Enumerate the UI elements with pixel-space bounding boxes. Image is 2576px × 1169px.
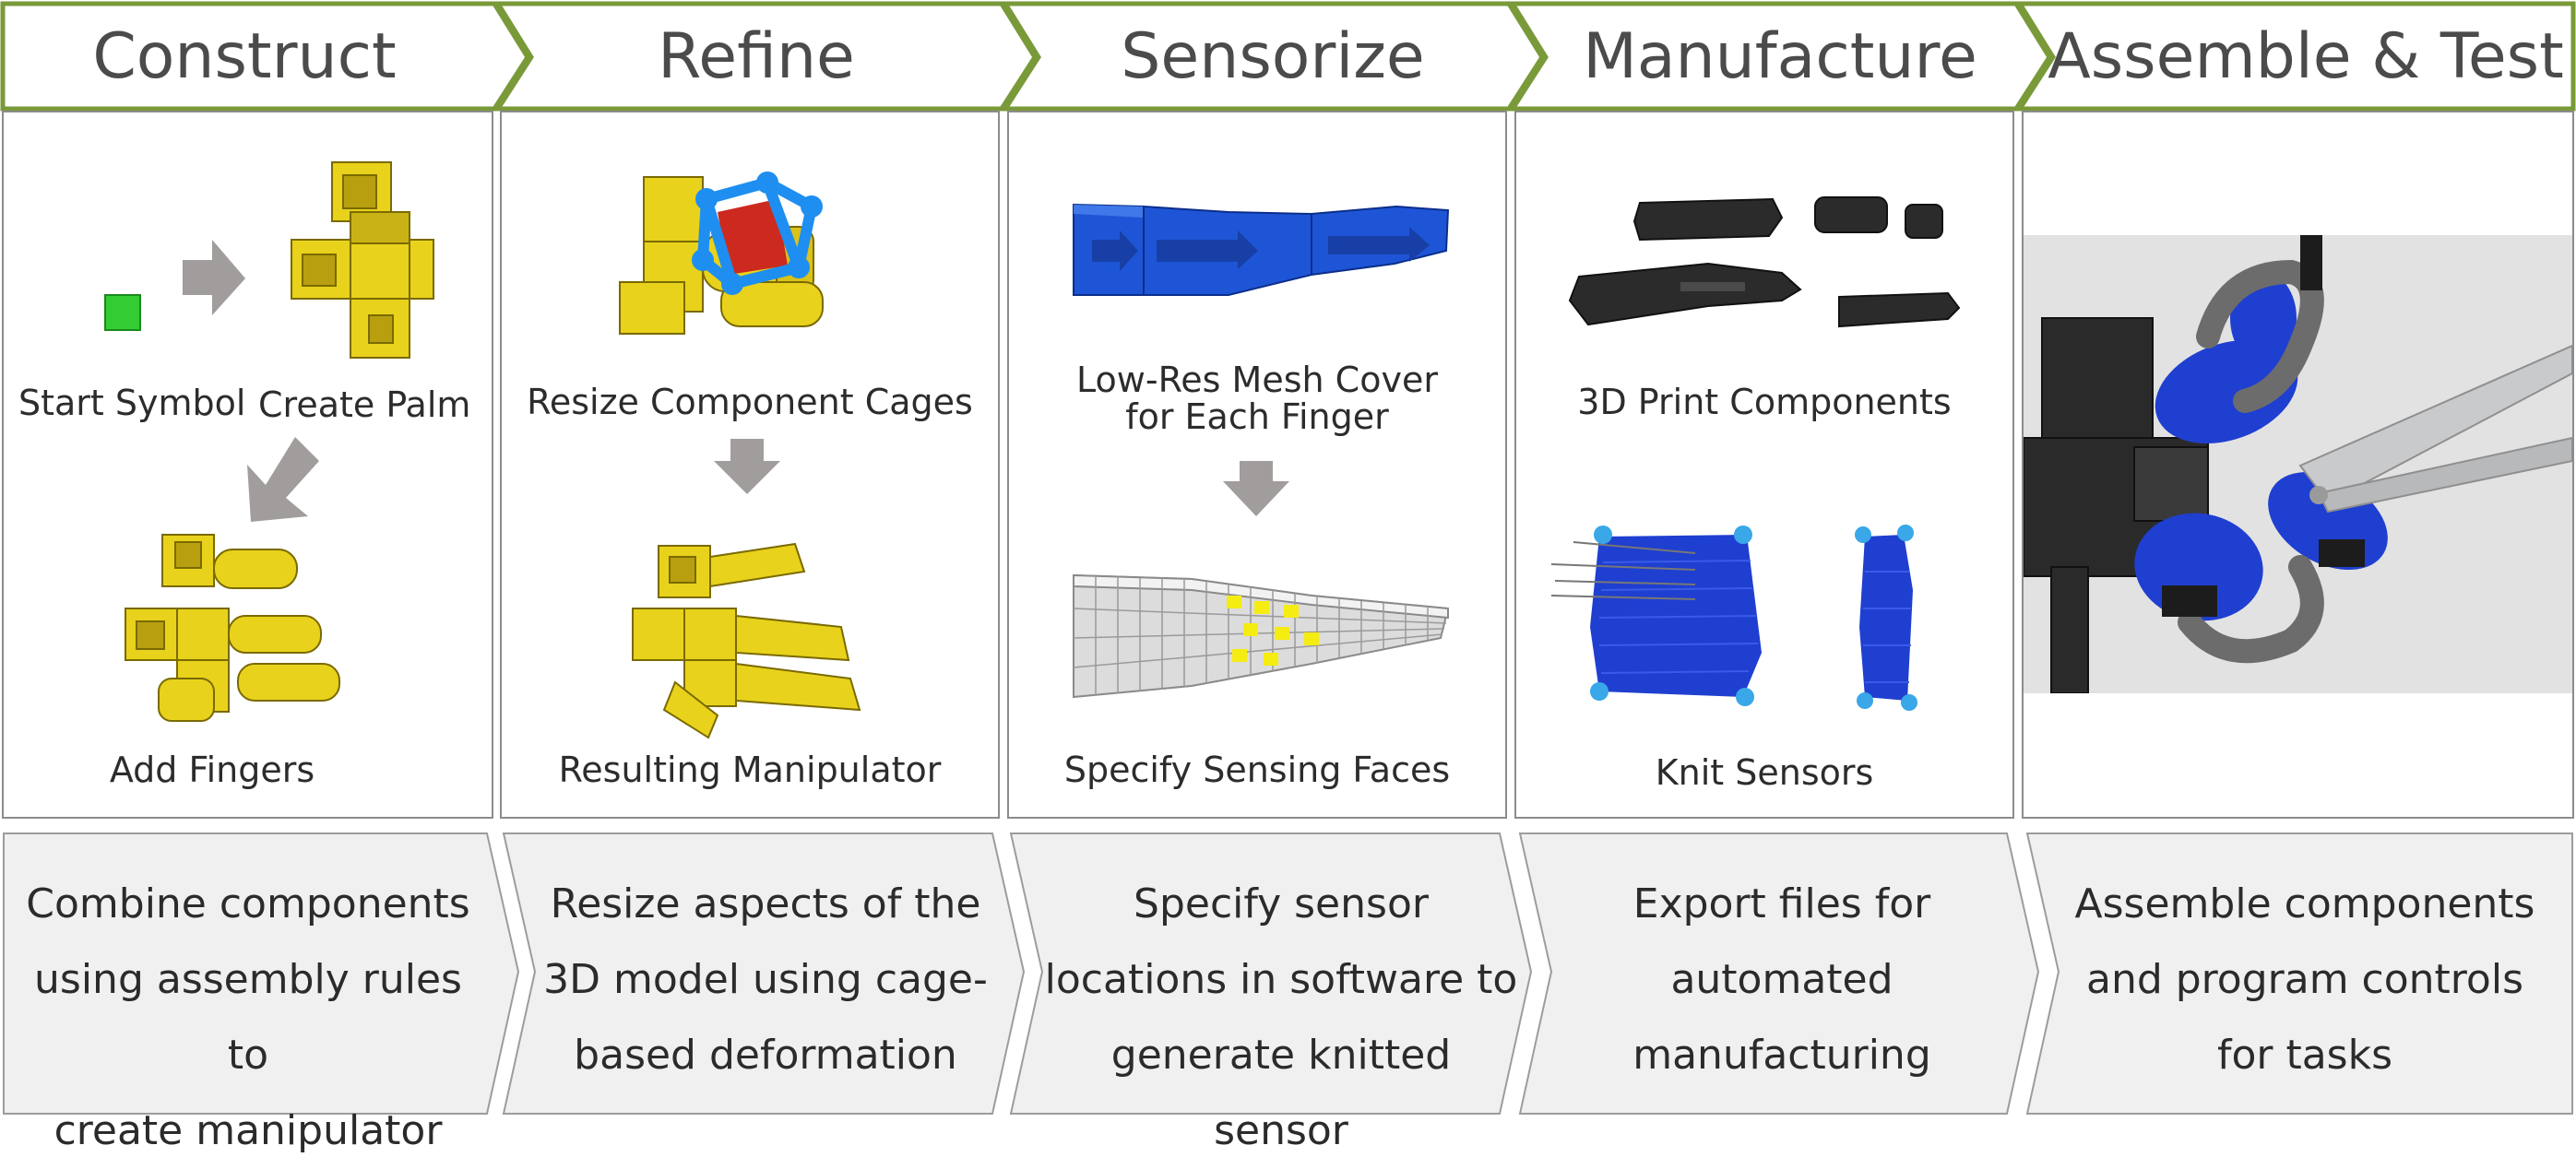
sensing-face-mesh [1073, 573, 1450, 699]
sensorize-illustrations [1073, 203, 1450, 699]
knit-sensor-small [1855, 525, 1917, 711]
assembled-gripper-photo [2024, 235, 2572, 693]
palm-model [291, 161, 434, 359]
caption-knit-sensors: Knit Sensors [1655, 752, 1874, 793]
blue-mesh-cover [1073, 203, 1450, 296]
arrow-right-icon [183, 240, 245, 315]
caption-create-palm: Create Palm [258, 384, 471, 425]
caption-resulting-manipulator: Resulting Manipulator [558, 750, 942, 790]
description-assemble-line2: and program controls [2085, 956, 2523, 1003]
scissor-blade-2 [2317, 436, 2572, 514]
description-manufacture-line1: Export files for [1632, 880, 1931, 927]
step-title-construct: Construct [92, 20, 397, 93]
header-chevron-manufacture [1508, 1, 2052, 112]
description-manufacture: Export files for automated manufacturing [1551, 867, 2012, 1088]
header-chevron-construct [0, 1, 530, 112]
description-construct: Combine components using assembly rules … [13, 867, 483, 1154]
desc-chevron-sensorize [1009, 832, 1533, 1115]
description-refine-line1: Resize aspects of the [550, 880, 981, 927]
step-title-refine: Refine [658, 20, 855, 93]
sensing-faces-yellow [1227, 596, 1319, 666]
caption-add-fingers: Add Fingers [109, 750, 315, 790]
printed-components [1568, 196, 1961, 328]
description-construct-line3: create manipulator [53, 1107, 443, 1154]
fingers-model [125, 534, 340, 722]
header-chevron-refine [493, 1, 1038, 112]
header-chevrons [0, 1, 2576, 112]
description-manufacture-line2: automated [1670, 956, 1893, 1003]
arrow-down-left-icon [247, 437, 319, 522]
description-sensorize-line3: generate knitted sensor [1110, 1032, 1452, 1154]
header-chevron-assemble [2015, 1, 2576, 112]
manufacture-illustrations [1550, 196, 1961, 711]
description-sensorize: Specify sensor locations in software to … [1042, 867, 1520, 1154]
step-title-assemble: Assemble & Test [2048, 20, 2564, 93]
description-construct-line1: Combine components [26, 880, 470, 927]
description-manufacture-line3: manufacturing [1632, 1032, 1931, 1079]
construct-illustrations [104, 161, 434, 722]
step-title-manufacture: Manufacture [1583, 20, 1977, 93]
arrow-down-icon-2 [1223, 461, 1289, 516]
description-assemble-line3: for tasks [2216, 1032, 2393, 1079]
description-assemble-line1: Assemble components [2074, 880, 2535, 927]
panel-construct [2, 111, 493, 819]
description-construct-line2: using assembly rules to [34, 956, 462, 1079]
description-sensorize-line2: locations in software to [1044, 956, 1518, 1003]
red-cage-face [718, 199, 788, 275]
start-symbol-green-square [104, 294, 141, 331]
arrow-down-icon [714, 439, 780, 494]
caption-low-res-mesh-line1: Low-Res Mesh Cover [1076, 360, 1438, 400]
knit-sensor-large [1550, 525, 1762, 706]
desc-chevron-manufacture [1518, 832, 2040, 1115]
caption-resize-component-cages: Resize Component Cages [527, 382, 973, 422]
description-sensorize-line1: Specify sensor [1134, 880, 1429, 927]
desc-chevron-assemble [2025, 832, 2573, 1115]
description-refine: Resize aspects of the 3D model using cag… [535, 867, 996, 1088]
header-chevron-sensorize [1001, 1, 1545, 112]
step-title-sensorize: Sensorize [1121, 20, 1425, 93]
caption-3d-print-components: 3D Print Components [1577, 382, 1952, 422]
description-assemble: Assemble components and program controls… [2062, 867, 2547, 1088]
description-refine-line3: based deformation [574, 1032, 957, 1079]
caption-low-res-mesh-line2: for Each Finger [1125, 396, 1389, 437]
refine-illustrations [619, 171, 861, 739]
description-chevrons [3, 832, 2573, 1115]
description-refine-line2: 3D model using cage- [543, 956, 988, 1003]
resulting-manipulator-model [632, 542, 861, 739]
caption-start-symbol: Start Symbol [18, 383, 246, 423]
desc-chevron-refine [502, 832, 1026, 1115]
caption-specify-sensing-faces: Specify Sensing Faces [1063, 750, 1451, 790]
desc-chevron-construct [3, 832, 520, 1115]
